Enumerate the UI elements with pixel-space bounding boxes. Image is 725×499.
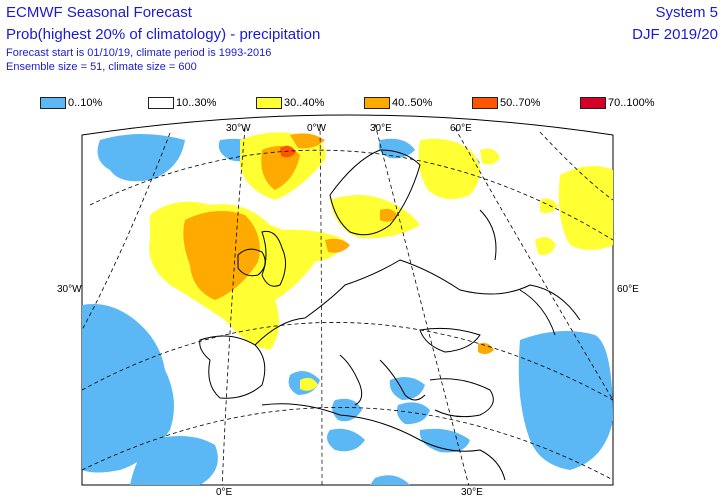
bottom-label-0e: 0°E [216,487,233,498]
legend-swatch [472,97,498,109]
orange-probability-areas [183,133,494,355]
legend-swatch [364,97,390,109]
legend-swatch [580,97,606,109]
legend-swatch [256,97,282,109]
legend-label: 40..50% [392,97,433,109]
legend-swatch [148,97,174,109]
axis-labels: 30°W 0°W 30°E 60°E 30°W 60°E 0°E 30°E [57,123,639,498]
legend-swatch [40,97,66,109]
bottom-label-30e: 30°E [461,487,483,498]
legend-label: 70..100% [608,97,655,109]
season-label: DJF 2019/20 [632,26,718,43]
top-label-0w: 0°W [307,123,327,134]
low-probability-areas [82,134,613,485]
right-label-60e: 60°E [617,284,639,295]
parallels [82,149,613,481]
forecast-info: Forecast start is 01/10/19, climate peri… [6,47,272,59]
map-subtitle: Prob(highest 20% of climatology) - preci… [6,26,321,43]
top-label-60e: 60°E [450,123,472,134]
legend-item-40-50: 40..50% [364,96,432,110]
legend-item-10-30: 10..30% [148,96,216,110]
system-label: System 5 [655,4,718,21]
legend-item-0-10: 0..10% [40,96,102,110]
ensemble-info: Ensemble size = 51, climate size = 600 [6,61,197,73]
meridians [82,123,613,485]
legend-label: 0..10% [68,97,103,109]
legend-label: 10..30% [176,97,217,109]
legend-item-50-70: 50..70% [472,96,540,110]
left-label-30w: 30°W [57,284,82,295]
map-title: ECMWF Seasonal Forecast [6,4,192,21]
legend-label: 30..40% [284,97,325,109]
top-label-30e: 30°E [370,123,392,134]
top-label-30w: 30°W [226,123,251,134]
legend-item-30-40: 30..40% [256,96,324,110]
legend-label: 50..70% [500,97,541,109]
probability-legend: 0..10% 10..30% 30..40% 40..50% 50..70% 7… [40,96,680,110]
legend-item-70-100: 70..100% [580,96,654,110]
coastlines [199,149,581,481]
